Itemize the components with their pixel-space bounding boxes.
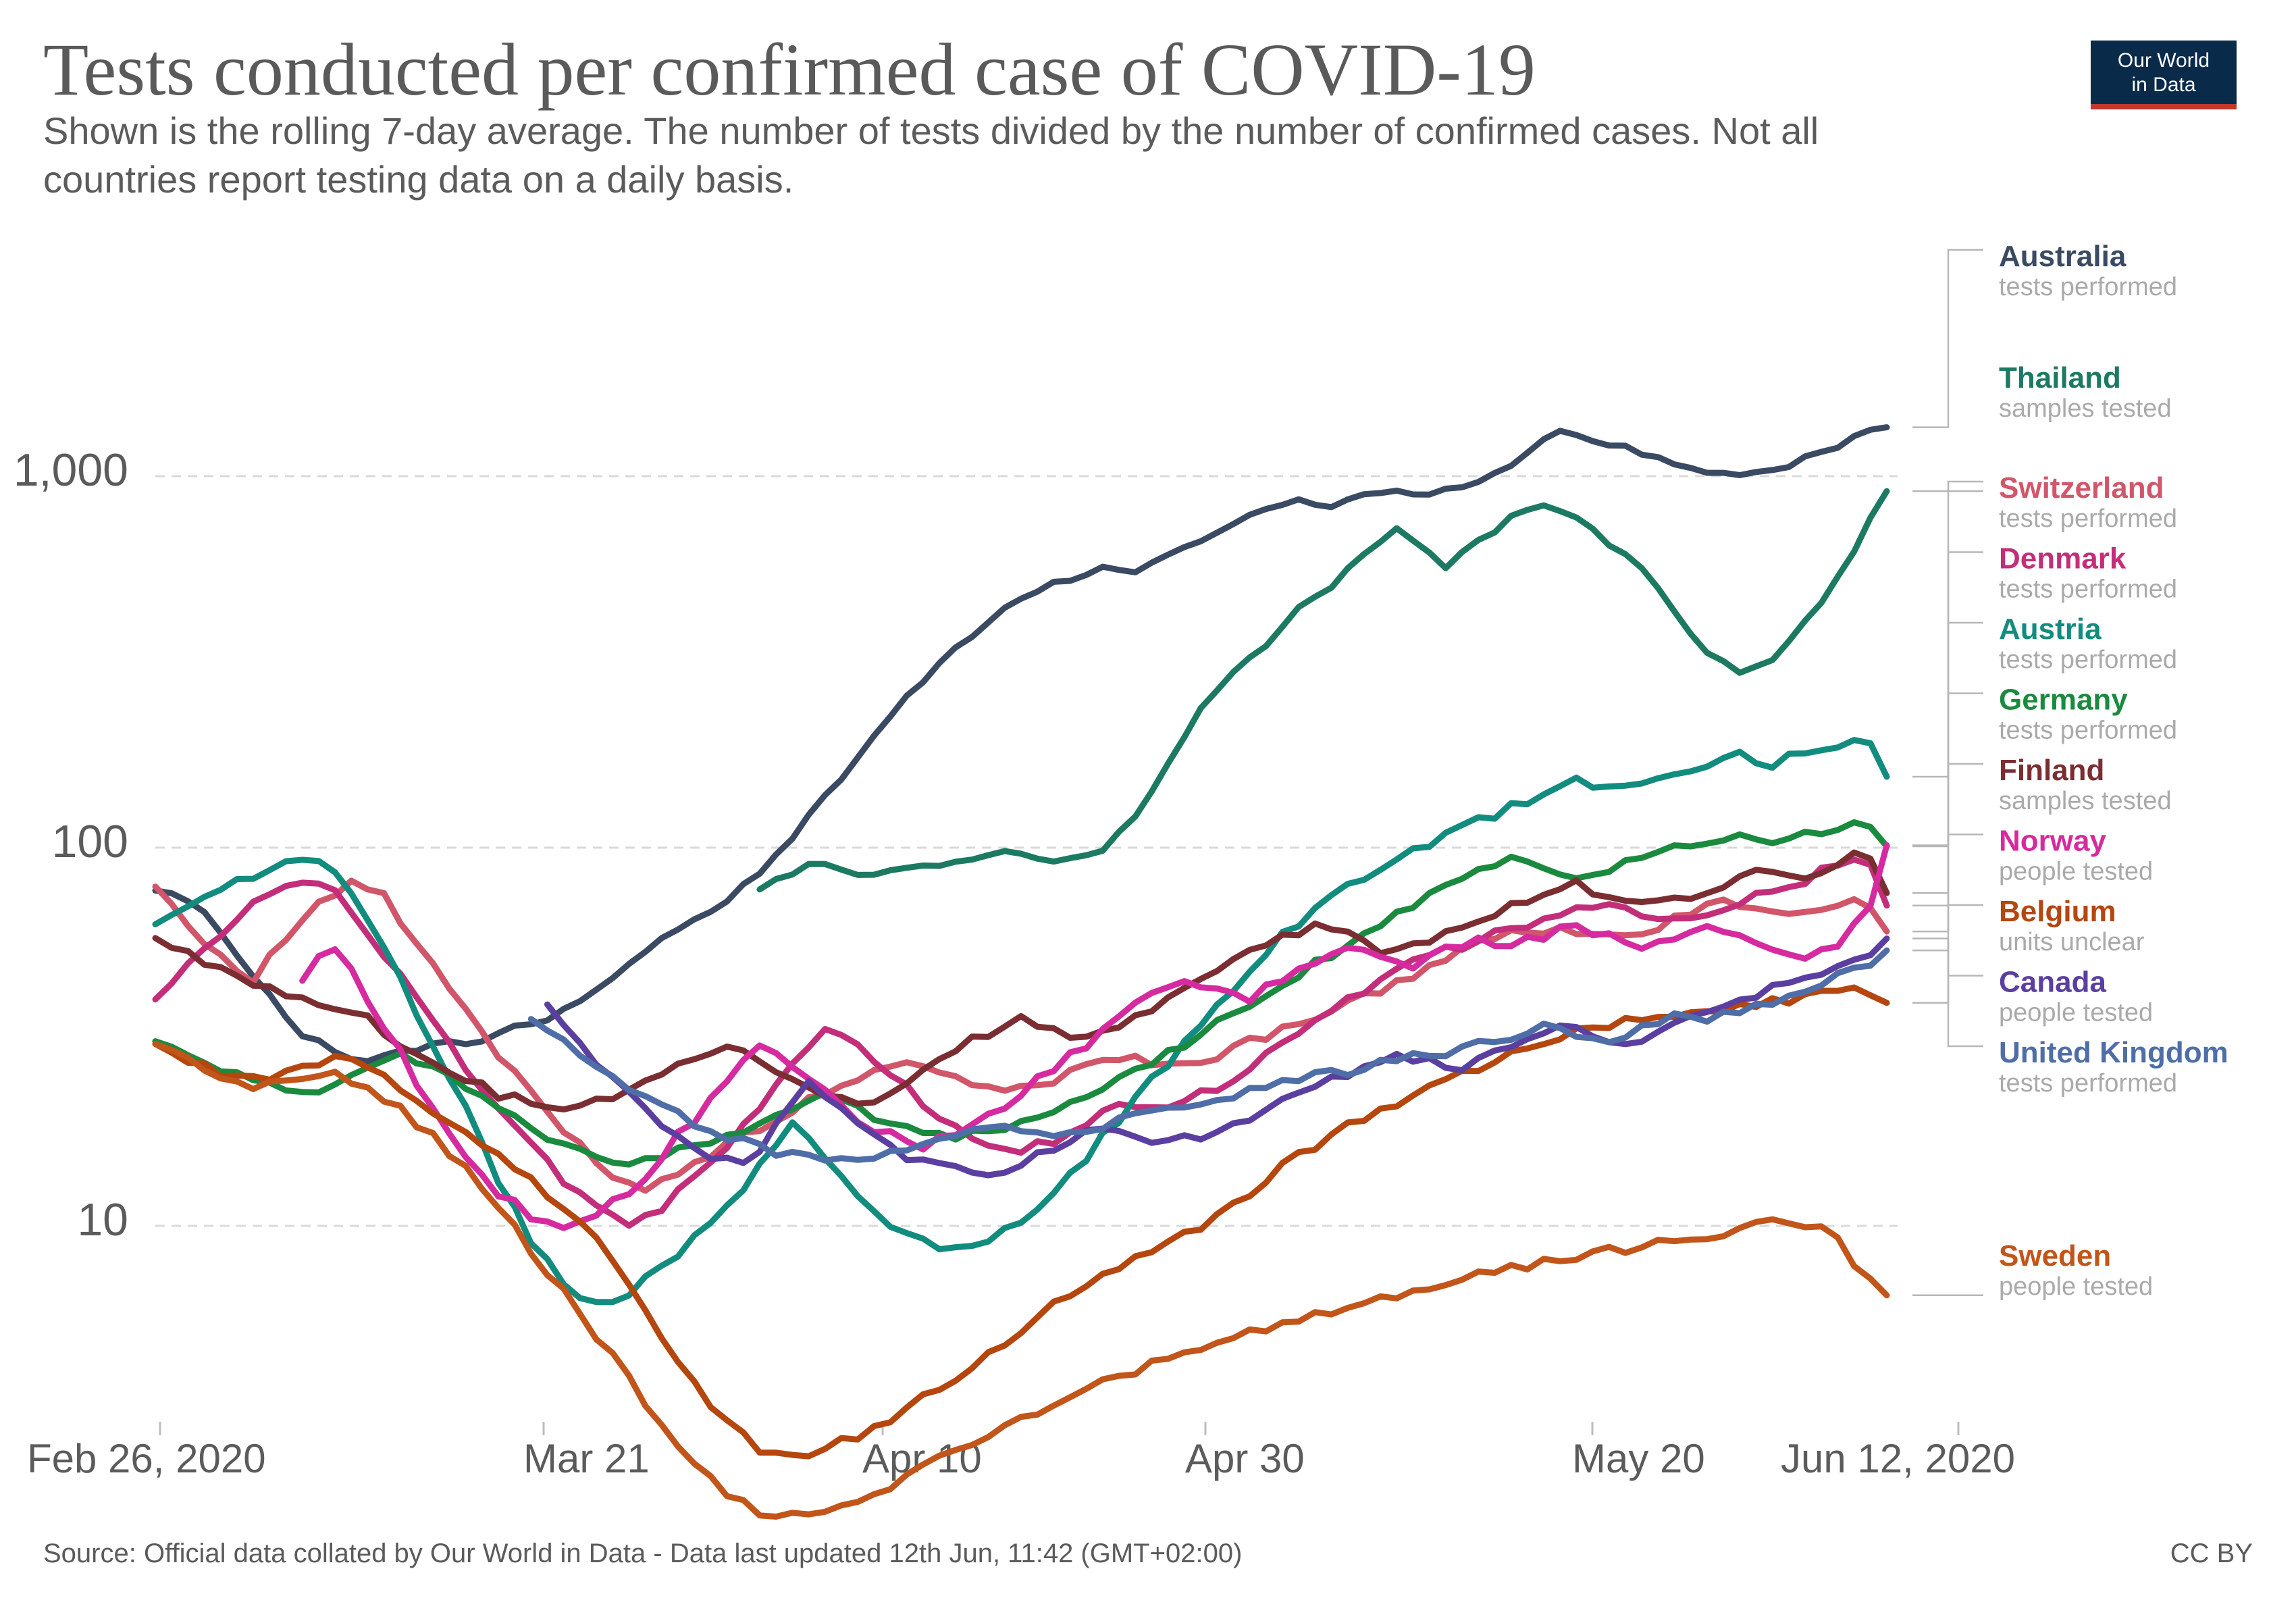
svg-text:Mar 21: Mar 21 <box>523 1436 650 1481</box>
svg-text:Feb 26, 2020: Feb 26, 2020 <box>27 1436 266 1481</box>
svg-text:Denmark: Denmark <box>1999 542 2127 575</box>
svg-text:samples tested: samples tested <box>1999 787 2172 815</box>
svg-text:Apr 30: Apr 30 <box>1185 1436 1305 1481</box>
svg-text:tests performed: tests performed <box>1999 505 2177 533</box>
svg-text:United Kingdom: United Kingdom <box>1999 1036 2228 1069</box>
svg-text:10: 10 <box>77 1194 128 1245</box>
svg-text:Australia: Australia <box>1999 240 2127 273</box>
svg-text:Austria: Austria <box>1999 613 2102 646</box>
svg-text:Apr 10: Apr 10 <box>862 1436 982 1481</box>
svg-text:tests performed: tests performed <box>1999 575 2177 604</box>
svg-text:tests performed: tests performed <box>1999 1069 2177 1098</box>
svg-text:Germany: Germany <box>1999 684 2128 717</box>
svg-text:Norway: Norway <box>1999 825 2106 858</box>
svg-text:tests performed: tests performed <box>1999 717 2177 745</box>
svg-text:people tested: people tested <box>1999 999 2153 1027</box>
svg-text:Sweden: Sweden <box>1999 1239 2111 1272</box>
svg-text:Switzerland: Switzerland <box>1999 471 2164 505</box>
svg-text:1,000: 1,000 <box>14 444 128 496</box>
svg-text:Thailand: Thailand <box>1999 361 2121 394</box>
svg-text:Jun 12, 2020: Jun 12, 2020 <box>1781 1436 2015 1481</box>
svg-text:tests performed: tests performed <box>1999 273 2177 301</box>
svg-text:May 20: May 20 <box>1572 1436 1705 1481</box>
svg-text:people tested: people tested <box>1999 858 2153 886</box>
svg-text:people tested: people tested <box>1999 1272 2153 1301</box>
svg-text:samples tested: samples tested <box>1999 394 2172 423</box>
svg-text:Finland: Finland <box>1999 754 2104 787</box>
svg-text:100: 100 <box>52 816 128 867</box>
svg-text:tests performed: tests performed <box>1999 646 2177 674</box>
svg-text:units unclear: units unclear <box>1999 928 2145 956</box>
svg-text:Canada: Canada <box>1999 966 2106 999</box>
svg-text:Belgium: Belgium <box>1999 895 2116 928</box>
